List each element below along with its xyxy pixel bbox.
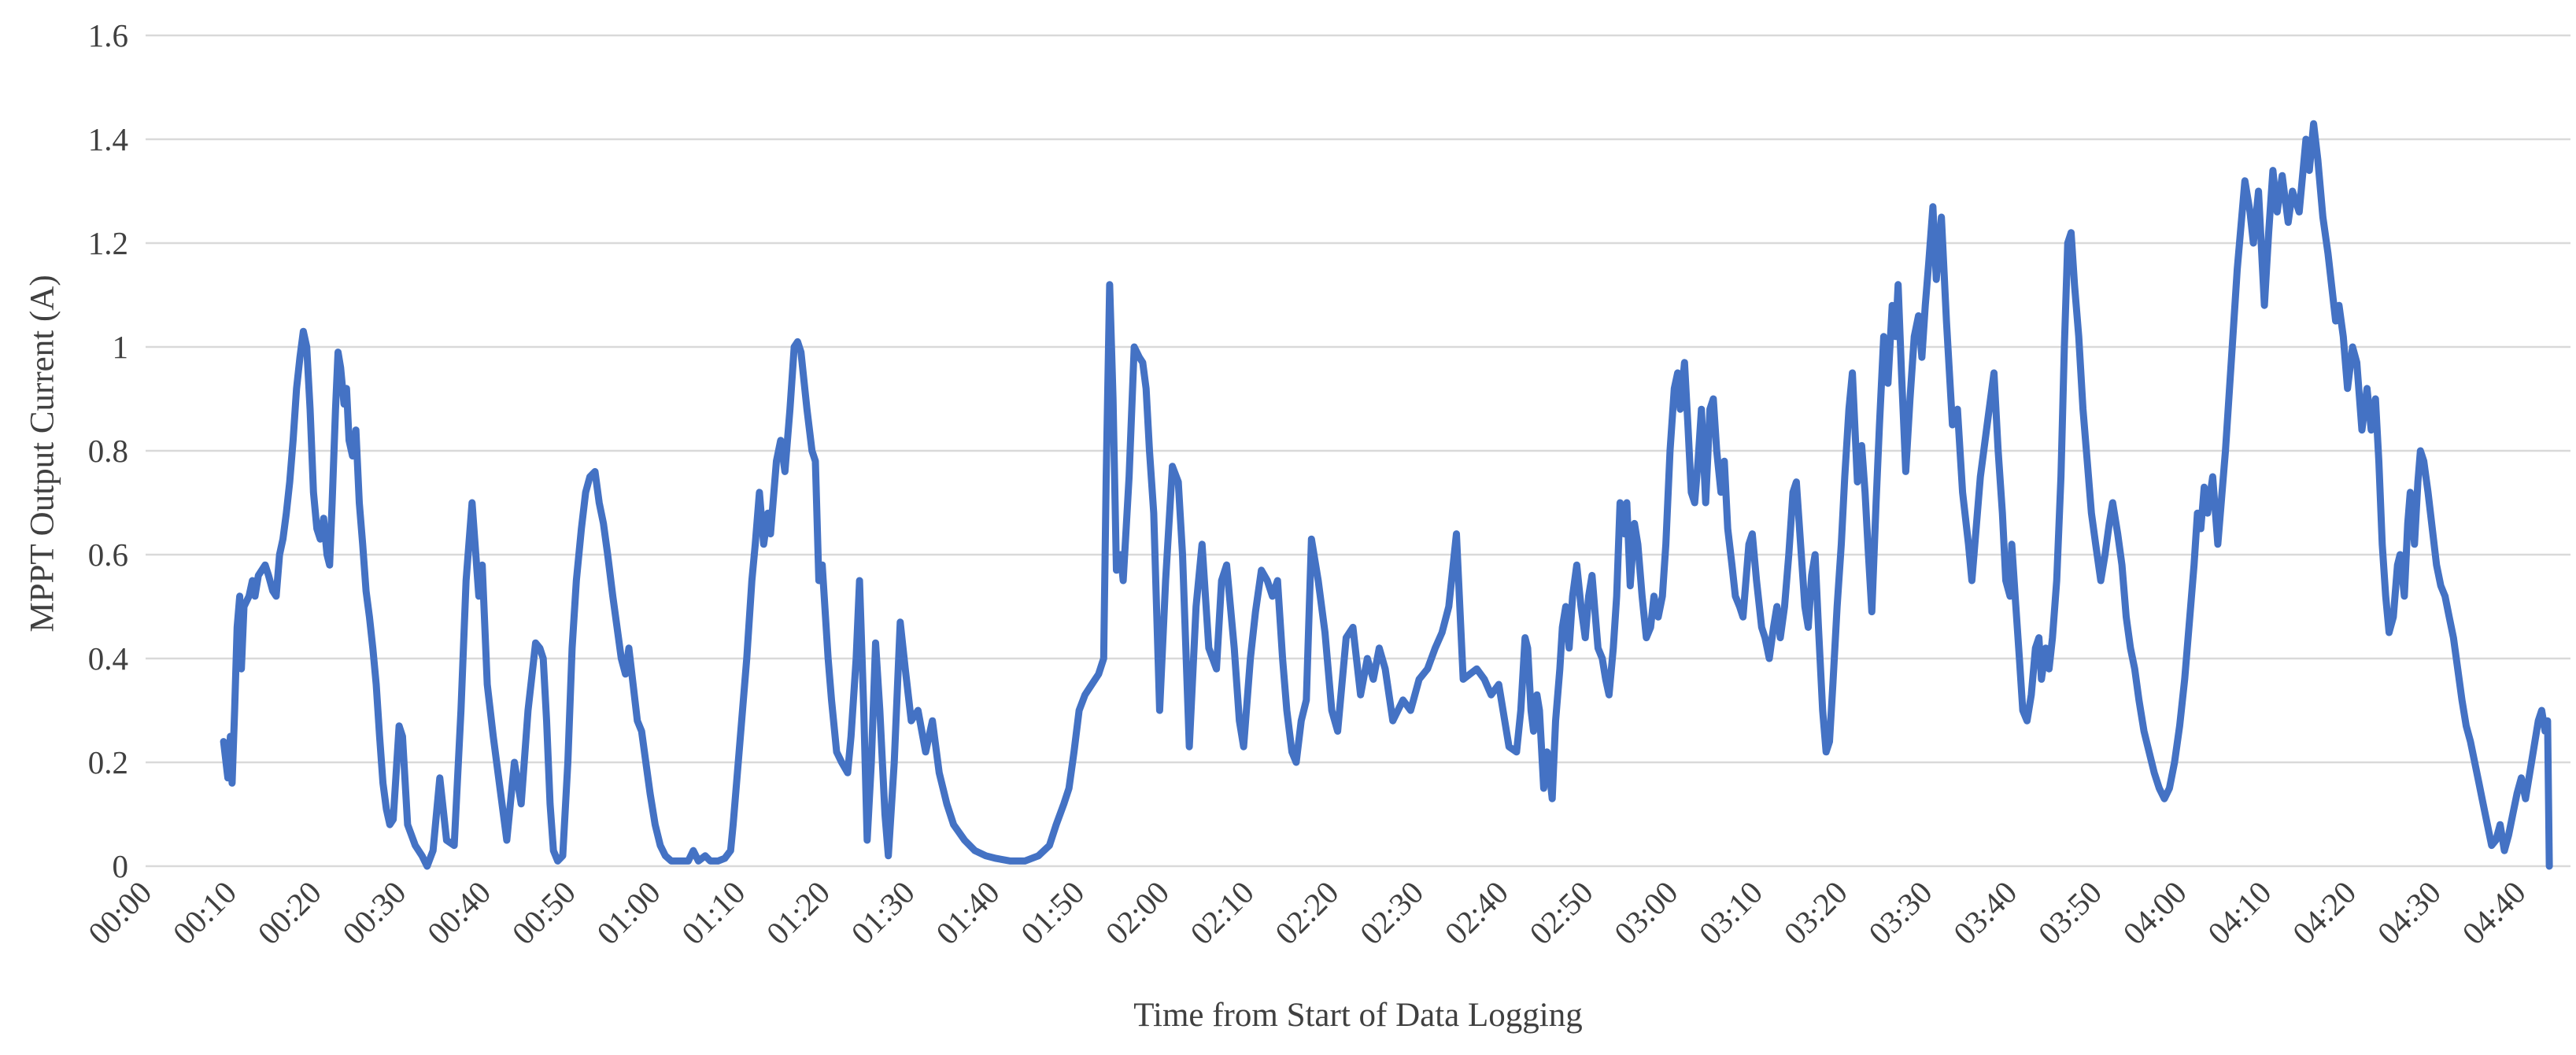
x-tick-label: 02:20 [1268,874,1346,952]
x-tick-label: 04:00 [2116,874,2193,952]
x-tick-label: 00:50 [504,874,582,952]
x-tick-label: 02:40 [1437,874,1515,952]
x-tick-label: 02:50 [1522,874,1600,952]
y-tick-label: 1.6 [88,17,128,53]
x-tick-label: 00:30 [335,874,413,952]
y-tick-label: 0 [113,848,129,884]
x-tick-label: 01:30 [844,874,922,952]
x-tick-label: 01:20 [759,874,837,952]
y-tick-label: 1.2 [88,225,128,261]
x-tick-label: 03:50 [2031,874,2109,952]
x-tick-label: 01:40 [929,874,1007,952]
x-tick-label: 04:10 [2201,874,2278,952]
x-tick-label: 02:00 [1099,874,1177,952]
data-series-line [220,120,2553,870]
y-tick-label: 0.4 [88,640,128,677]
x-tick-label: 02:10 [1183,874,1261,952]
y-tick-label: 0.6 [88,537,128,573]
x-tick-label: 04:40 [2455,874,2533,952]
x-tick-label: 04:30 [2370,874,2448,952]
x-tick-label: 03:30 [1861,874,1939,952]
x-tick-label: 00:00 [81,874,159,952]
x-tick-label: 03:00 [1607,874,1685,952]
x-tick-label: 01:10 [674,874,752,952]
x-tick-label: 00:20 [250,874,328,952]
y-tick-label: 0.8 [88,433,128,469]
x-tick-label: 01:00 [589,874,667,952]
x-tick-label: 03:40 [1946,874,2024,952]
x-tick-label: 00:40 [420,874,498,952]
y-tick-label: 1 [113,329,129,365]
x-tick-label: 00:10 [166,874,244,952]
x-tick-label: 03:20 [1776,874,1854,952]
x-tick-label: 01:50 [1014,874,1092,952]
x-tick-label: 04:20 [2286,874,2363,952]
y-tick-label: 1.4 [88,121,128,157]
x-tick-label: 03:10 [1692,874,1770,952]
y-tick-label: 0.2 [88,744,128,780]
x-tick-label: 02:30 [1353,874,1431,952]
y-axis-title: MPPT Output Current (A) [24,275,61,633]
x-axis-title: Time from Start of Data Logging [1133,997,1583,1034]
